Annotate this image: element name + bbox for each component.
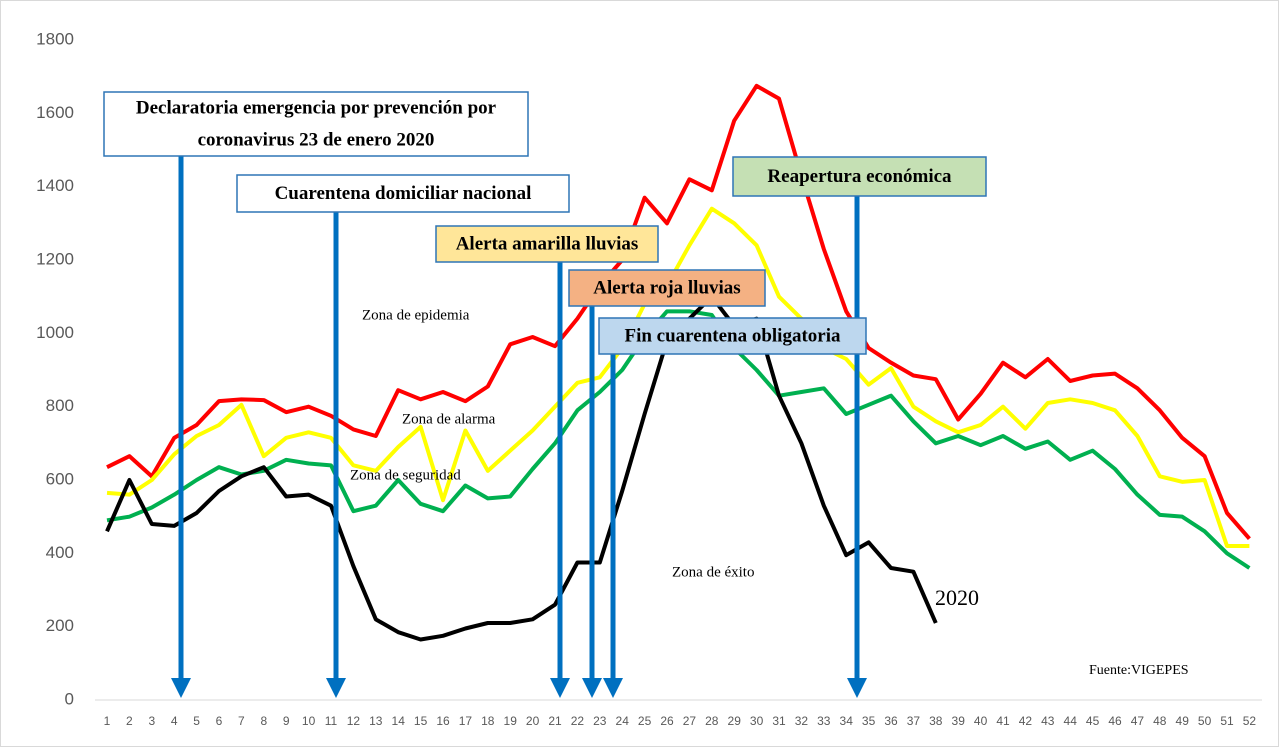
event-box [103, 91, 529, 157]
x-tick-label: 40 [974, 714, 988, 728]
x-tick-label: 13 [369, 714, 383, 728]
x-tick-label: 8 [260, 714, 267, 728]
x-tick-label: 10 [302, 714, 316, 728]
x-tick-label: 2 [126, 714, 133, 728]
x-tick-label: 4 [171, 714, 178, 728]
y-tick-label: 1000 [36, 323, 74, 342]
x-tick-label: 28 [705, 714, 719, 728]
event-label: coronavirus 23 de enero 2020 [198, 129, 435, 150]
x-tick-label: 42 [1019, 714, 1033, 728]
x-tick-label: 41 [996, 714, 1010, 728]
x-tick-label: 37 [907, 714, 921, 728]
y-tick-label: 0 [65, 689, 74, 708]
x-tick-label: 12 [347, 714, 361, 728]
x-tick-label: 33 [817, 714, 831, 728]
x-tick-label: 5 [193, 714, 200, 728]
event-label: Alerta amarilla lluvias [456, 233, 639, 254]
x-tick-label: 27 [683, 714, 697, 728]
x-tick-label: 45 [1086, 714, 1100, 728]
x-tick-label: 38 [929, 714, 943, 728]
x-tick-label: 14 [392, 714, 406, 728]
series-line [105, 294, 938, 642]
x-tick-label: 25 [638, 714, 652, 728]
series-line [106, 83, 1251, 540]
x-tick-label: 47 [1131, 714, 1145, 728]
x-tick-label: 20 [526, 714, 540, 728]
x-tick-label: 6 [216, 714, 223, 728]
x-tick-label: 21 [548, 714, 562, 728]
x-tick-label: 19 [504, 714, 518, 728]
series-line [106, 206, 1250, 548]
y-tick-label: 1400 [36, 176, 74, 195]
series-line [106, 309, 1251, 570]
x-tick-label: 11 [325, 714, 338, 728]
y-tick-label: 200 [46, 616, 74, 635]
y-tick-label: 1800 [36, 29, 74, 48]
x-tick-label: 17 [459, 714, 473, 728]
source-label: Fuente:VIGEPES [1089, 663, 1189, 678]
x-tick-label: 36 [884, 714, 898, 728]
x-tick-label: 26 [660, 714, 674, 728]
x-tick-label: 39 [952, 714, 966, 728]
x-tick-label: 23 [593, 714, 607, 728]
y-tick-label: 400 [46, 543, 74, 562]
zone-label: Zona de epidemia [362, 307, 470, 323]
x-tick-label: 30 [750, 714, 764, 728]
x-tick-label: 22 [571, 714, 585, 728]
event-label: Alerta roja lluvias [593, 277, 740, 298]
x-tick-label: 15 [414, 714, 428, 728]
x-tick-label: 51 [1220, 714, 1234, 728]
x-tick-label: 16 [436, 714, 450, 728]
x-tick-label: 34 [840, 714, 854, 728]
y-tick-label: 800 [46, 396, 74, 415]
event-box [598, 317, 867, 355]
series-label: 2020 [935, 585, 979, 610]
x-tick-label: 1 [104, 714, 111, 728]
x-tick-label: 52 [1243, 714, 1257, 728]
event-label: Reapertura económica [767, 166, 952, 187]
x-tick-label: 46 [1108, 714, 1122, 728]
zone-label: Zona de éxito [672, 564, 754, 580]
zone-label: Zona de alarma [402, 411, 496, 427]
event-box [236, 174, 570, 213]
x-tick-label: 49 [1176, 714, 1190, 728]
event-label: Cuarentena domiciliar nacional [275, 183, 532, 204]
x-tick-label: 44 [1064, 714, 1078, 728]
event-box [568, 269, 766, 307]
x-tick-label: 7 [238, 714, 245, 728]
y-tick-label: 1600 [36, 103, 74, 122]
event-box [435, 225, 659, 263]
event-label: Declaratoria emergencia por prevención p… [136, 97, 497, 118]
x-tick-label: 50 [1198, 714, 1212, 728]
x-tick-label: 29 [728, 714, 742, 728]
zone-label: Zona de seguridad [350, 467, 461, 483]
x-tick-label: 18 [481, 714, 495, 728]
y-tick-label: 600 [46, 469, 74, 488]
x-tick-label: 35 [862, 714, 876, 728]
x-tick-label: 9 [283, 714, 290, 728]
event-label: Fin cuarentena obligatoria [624, 325, 841, 346]
x-tick-label: 48 [1153, 714, 1167, 728]
x-tick-label: 24 [616, 714, 630, 728]
x-tick-label: 43 [1041, 714, 1055, 728]
y-tick-label: 1200 [36, 249, 74, 268]
x-tick-label: 3 [148, 714, 155, 728]
x-tick-label: 32 [795, 714, 809, 728]
event-box [732, 156, 987, 197]
x-tick-label: 31 [772, 714, 786, 728]
